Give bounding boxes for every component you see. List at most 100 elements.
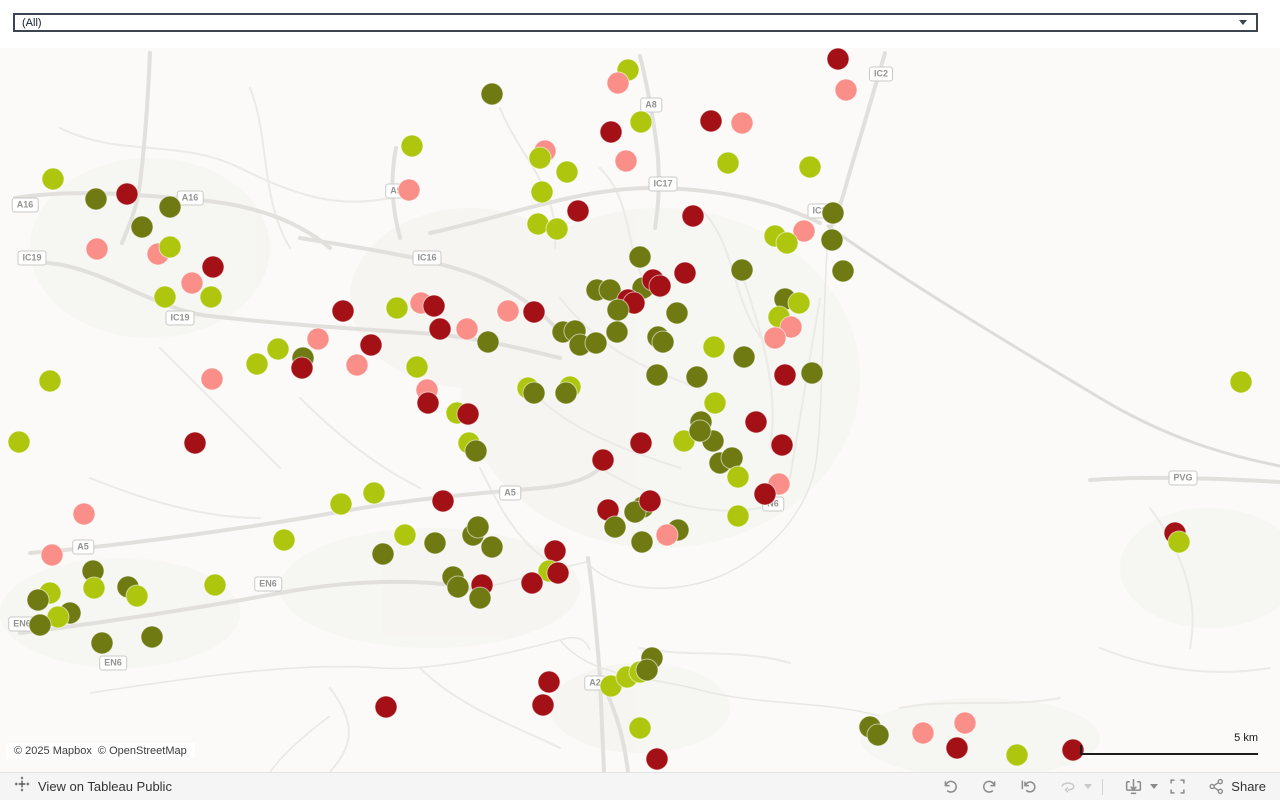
view-on-tableau-public-link[interactable]: View on Tableau Public [14, 776, 172, 797]
map-marker[interactable] [773, 363, 797, 387]
map-marker[interactable] [665, 301, 689, 325]
map-marker[interactable] [726, 465, 750, 489]
map-marker[interactable] [1229, 370, 1253, 394]
map-marker[interactable] [331, 299, 355, 323]
map-marker[interactable] [464, 439, 488, 463]
map-marker[interactable] [26, 588, 50, 612]
map-marker[interactable] [732, 345, 756, 369]
map-marker[interactable] [753, 482, 777, 506]
map-marker[interactable] [685, 365, 709, 389]
map-marker[interactable] [566, 199, 590, 223]
map-marker[interactable] [496, 299, 520, 323]
map-marker[interactable] [397, 178, 421, 202]
map-marker[interactable] [158, 235, 182, 259]
map-marker[interactable] [1005, 743, 1029, 767]
map-marker[interactable] [543, 539, 567, 563]
map-marker[interactable] [603, 515, 627, 539]
map-marker[interactable] [416, 391, 440, 415]
map-marker[interactable] [480, 82, 504, 106]
map-marker[interactable] [423, 531, 447, 555]
map-marker[interactable] [821, 201, 845, 225]
download-button[interactable] [1113, 778, 1154, 796]
map-marker[interactable] [953, 711, 977, 735]
map-marker[interactable] [726, 504, 750, 528]
map-marker[interactable] [466, 515, 490, 539]
map-marker[interactable] [41, 167, 65, 191]
map-marker[interactable] [40, 543, 64, 567]
map-marker[interactable] [866, 723, 890, 747]
map-marker[interactable] [648, 274, 672, 298]
map-marker[interactable] [183, 431, 207, 455]
map-marker[interactable] [834, 78, 858, 102]
map-marker[interactable] [598, 278, 622, 302]
map-marker[interactable] [385, 296, 409, 320]
map-marker[interactable] [770, 433, 794, 457]
map-marker[interactable] [371, 542, 395, 566]
map-marker[interactable] [82, 576, 106, 600]
map-marker[interactable] [645, 363, 669, 387]
map-marker[interactable] [245, 352, 269, 376]
map-marker[interactable] [800, 361, 824, 385]
map-marker[interactable] [528, 146, 552, 170]
refresh-button[interactable] [1048, 778, 1088, 795]
map-marker[interactable] [537, 670, 561, 694]
map-marker[interactable] [199, 285, 223, 309]
map-marker[interactable] [531, 693, 555, 717]
map-marker[interactable] [290, 356, 314, 380]
map-marker[interactable] [555, 160, 579, 184]
map-marker[interactable] [591, 448, 615, 472]
map-marker[interactable] [779, 315, 803, 339]
map-marker[interactable] [456, 402, 480, 426]
map-marker[interactable] [702, 335, 726, 359]
map-marker[interactable] [699, 109, 723, 133]
map-marker[interactable] [393, 523, 417, 547]
map-marker[interactable] [787, 291, 811, 315]
map-marker[interactable] [405, 355, 429, 379]
map-marker[interactable] [200, 367, 224, 391]
map-marker[interactable] [374, 695, 398, 719]
map-marker[interactable] [90, 631, 114, 655]
map-marker[interactable] [645, 747, 669, 771]
map-marker[interactable] [681, 204, 705, 228]
map-marker[interactable] [530, 180, 554, 204]
map-marker[interactable] [1167, 530, 1191, 554]
map-marker[interactable] [606, 298, 630, 322]
map-marker[interactable] [688, 419, 712, 443]
reset-button[interactable] [1009, 778, 1048, 795]
map-marker[interactable] [203, 573, 227, 597]
map-marker[interactable] [85, 237, 109, 261]
map-marker[interactable] [345, 353, 369, 377]
map-marker[interactable] [730, 258, 754, 282]
map-marker[interactable] [826, 48, 850, 71]
map-marker[interactable] [945, 736, 969, 760]
map-marker[interactable] [455, 317, 479, 341]
map-marker[interactable] [431, 489, 455, 513]
map-marker[interactable] [628, 716, 652, 740]
download-options-caret[interactable] [1150, 784, 1159, 789]
map-marker[interactable] [400, 134, 424, 158]
map-marker[interactable] [480, 535, 504, 559]
map-marker[interactable] [522, 381, 546, 405]
map-marker[interactable] [272, 528, 296, 552]
map-marker[interactable] [554, 381, 578, 405]
map-marker[interactable] [635, 658, 659, 682]
map-marker[interactable] [628, 245, 652, 269]
map-marker[interactable] [673, 261, 697, 285]
map-marker[interactable] [153, 285, 177, 309]
map-marker[interactable] [158, 195, 182, 219]
map-marker[interactable] [911, 721, 935, 745]
map-marker[interactable] [522, 300, 546, 324]
map-marker[interactable] [545, 217, 569, 241]
map-marker[interactable] [130, 215, 154, 239]
map-marker[interactable] [7, 430, 31, 454]
map-marker[interactable] [629, 431, 653, 455]
map-marker[interactable] [446, 575, 470, 599]
map-marker[interactable] [38, 369, 62, 393]
map-marker[interactable] [329, 492, 353, 516]
map-marker[interactable] [730, 111, 754, 135]
map-viewport[interactable]: A16A16IC19IC19A9IC16A8IC17IC2IC22A5A5EN6… [0, 48, 1280, 772]
map-marker[interactable] [520, 571, 544, 595]
map-marker[interactable] [72, 502, 96, 526]
map-marker[interactable] [306, 327, 330, 351]
map-marker[interactable] [820, 228, 844, 252]
